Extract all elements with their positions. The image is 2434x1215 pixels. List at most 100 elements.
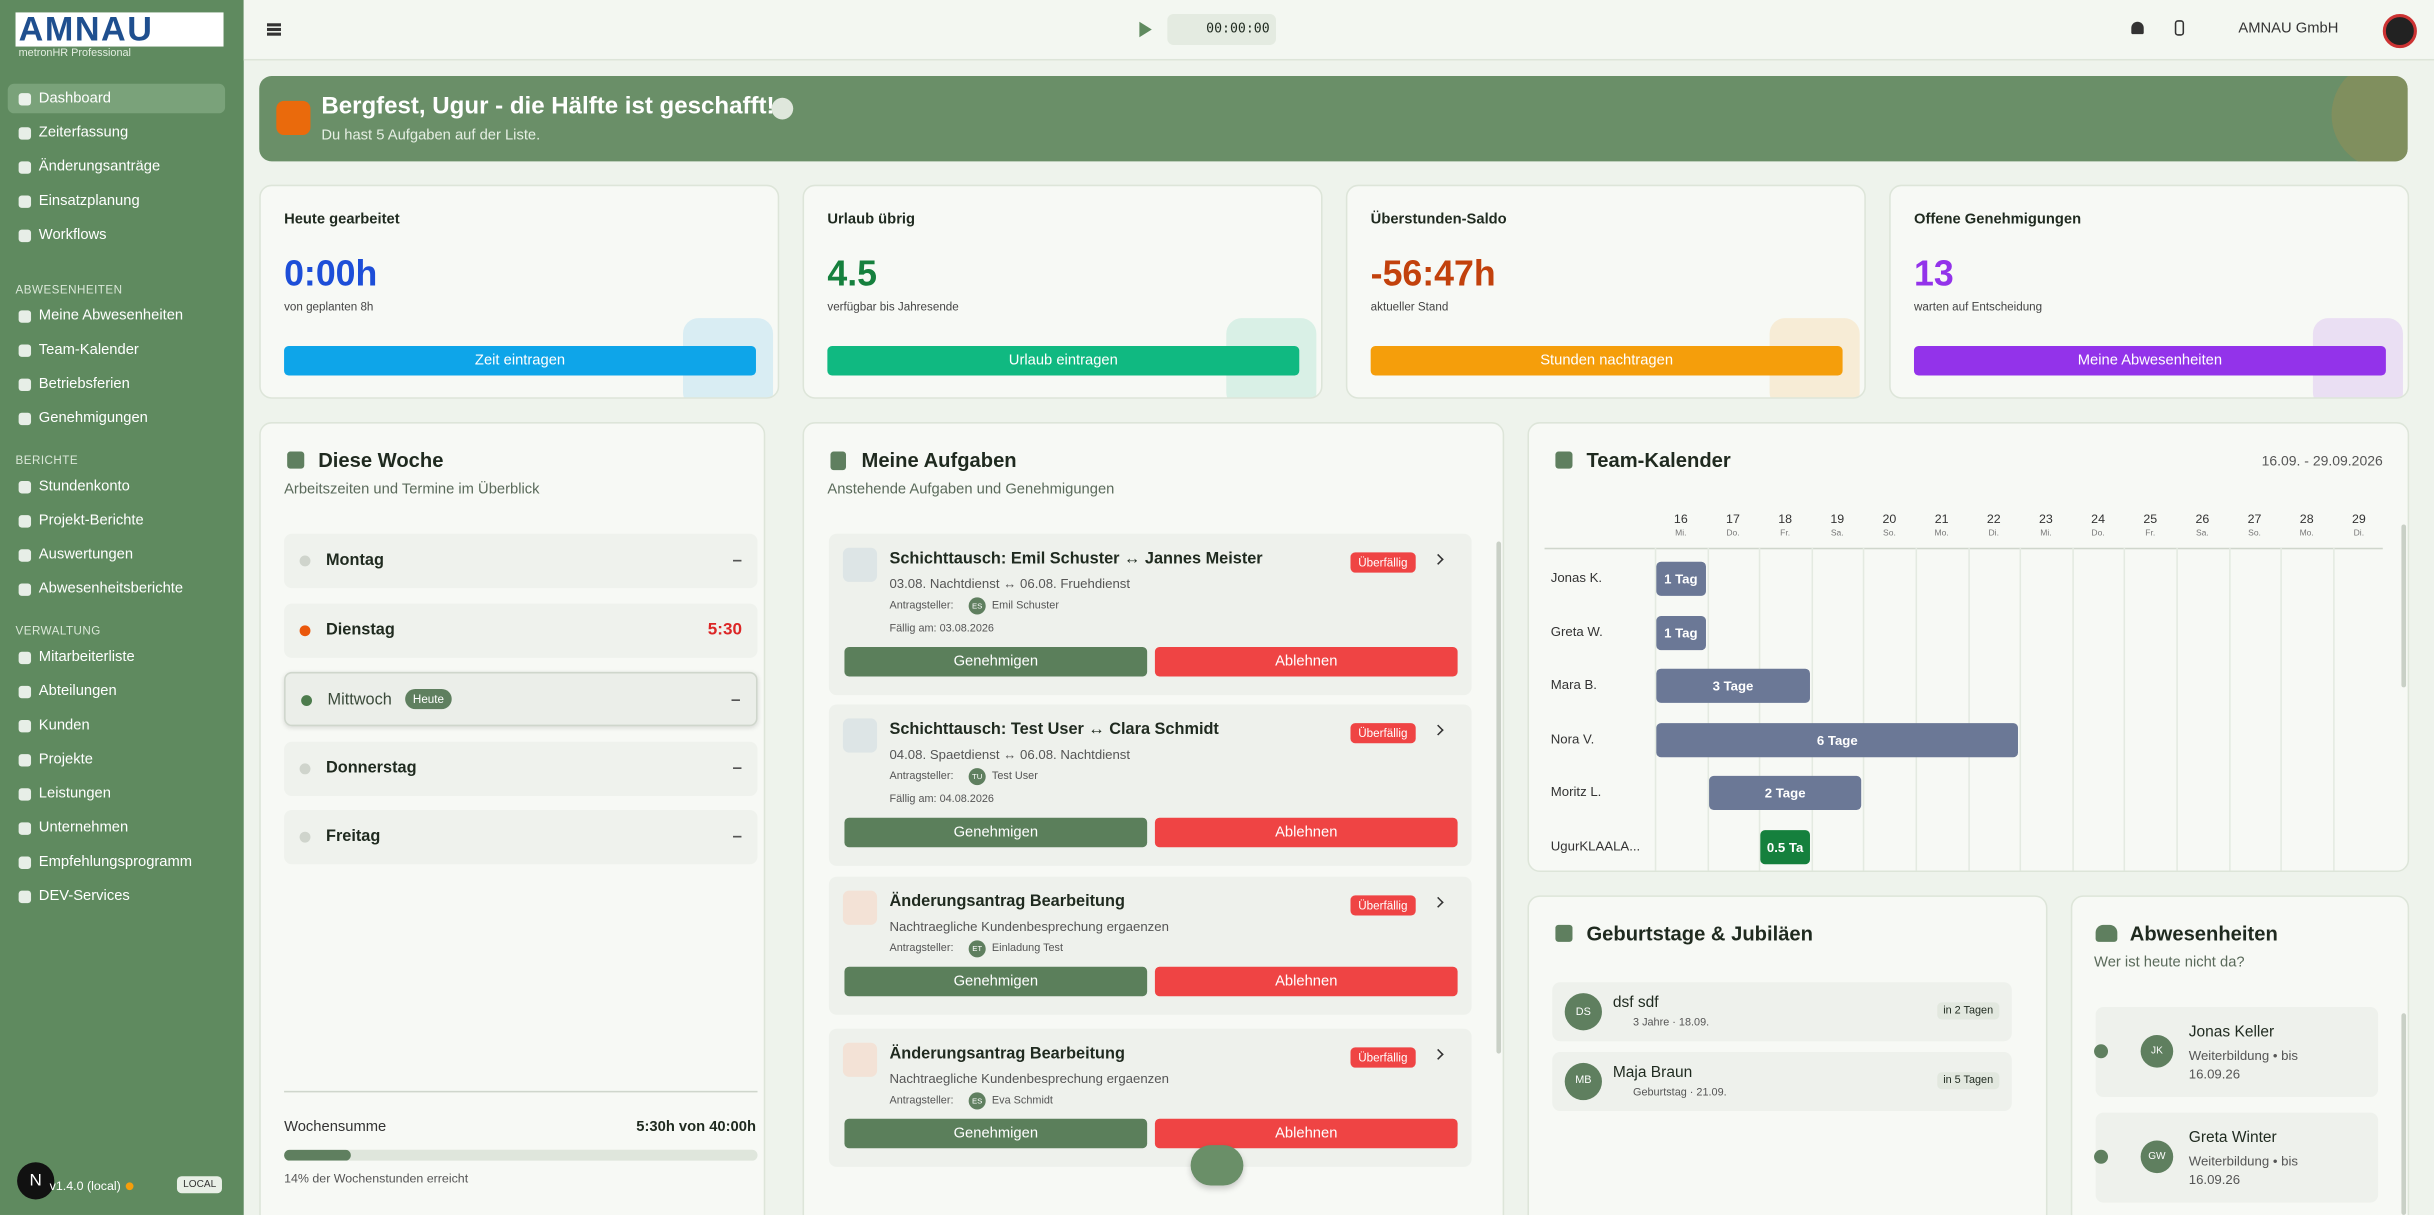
tasks-card: Meine Aufgaben Anstehende Aufgaben und Ge…	[802, 422, 1505, 1215]
row-name: Jonas K.	[1550, 569, 1603, 585]
day-dot	[299, 624, 311, 636]
weekday: Di.	[1988, 529, 1999, 539]
stat-button[interactable]: Meine Abwesenheiten	[1913, 346, 2386, 376]
nav-item[interactable]: Abteilungen	[8, 677, 225, 706]
nav-item[interactable]: Meine Abwesenheiten	[8, 301, 225, 330]
grid-line	[1915, 547, 1918, 871]
play-button[interactable]	[1139, 21, 1152, 38]
nav-item[interactable]: Kunden	[8, 711, 225, 740]
nav-item[interactable]: Änderungsanträge	[8, 152, 225, 181]
sum-label: Wochensumme	[284, 1118, 387, 1136]
help[interactable]	[771, 97, 794, 120]
approve-button[interactable]: Genehmigen	[844, 1118, 1148, 1149]
day-number: 25	[2143, 512, 2158, 527]
nav-item[interactable]: Genehmigungen	[8, 403, 225, 432]
birthday: DS dsf sdf 3 Jahre · 18.09. in 2 Tagen	[1552, 982, 2012, 1042]
nav-item[interactable]: Stundenkonto	[8, 472, 225, 501]
scrollbar	[1496, 541, 1502, 1054]
row-name: Greta W.	[1550, 623, 1603, 639]
stat-card: Offene Genehmigungen 13 warten auf Entsche…	[1889, 184, 2410, 399]
nav-item[interactable]: Leistungen	[8, 779, 225, 808]
day-number: 24	[2091, 512, 2105, 527]
due: Fällig am: 03.08.2026	[889, 623, 994, 635]
chevron[interactable]	[1432, 1048, 1444, 1060]
approve-button[interactable]: Genehmigen	[844, 966, 1148, 997]
menu-button[interactable]	[266, 23, 281, 26]
day-name: Mittwoch	[327, 690, 392, 710]
due: Fällig am: 04.08.2026	[889, 794, 994, 806]
weekday: Do.	[2091, 529, 2105, 539]
chevron[interactable]	[1432, 553, 1444, 565]
reject-button[interactable]: Ablehnen	[1154, 817, 1458, 848]
requester-label: Antragsteller:	[889, 771, 954, 783]
version: v1.4.0 (local)	[49, 1179, 121, 1194]
day-dot	[299, 762, 311, 774]
mobile[interactable]	[2174, 20, 2185, 36]
chevron[interactable]	[1432, 724, 1444, 736]
nav-item[interactable]: Empfehlungsprogramm	[8, 847, 225, 876]
status-dot	[125, 1182, 134, 1191]
stat-sub: aktueller Stand	[1370, 299, 1449, 314]
birthday-title: Geburtstage & Jubiläen	[1586, 921, 1813, 945]
stat-button[interactable]: Stunden nachtragen	[1370, 346, 1843, 376]
requester-label: Antragsteller:	[889, 600, 954, 612]
weekday: Do.	[1726, 529, 1740, 539]
stat-label: Überstunden-Saldo	[1370, 211, 1507, 229]
grid-line	[2072, 547, 2074, 871]
header-line	[1544, 547, 2383, 550]
nav-item[interactable]: Projekte	[8, 745, 225, 774]
approve-button[interactable]: Genehmigen	[844, 647, 1148, 677]
day-value: –	[730, 690, 741, 710]
nav-item[interactable]: Unternehmen	[8, 813, 225, 842]
user-avatar[interactable]: N	[17, 1162, 55, 1200]
task: Änderungsantrag Bearbeitung Überfällig Nac…	[828, 1028, 1472, 1167]
nav-item[interactable]: Projekt-Berichte	[8, 506, 225, 535]
overdue-badge: Überfällig	[1350, 552, 1416, 573]
company[interactable]: AMNAU GmbH	[2238, 20, 2339, 38]
weekday: Mo.	[1934, 529, 1949, 539]
absences-subtitle: Wer ist heute nicht da?	[2094, 954, 2245, 972]
task-title: Schichttausch: Emil Schuster ↔ Jannes Me…	[889, 549, 1263, 568]
absences-card: Abwesenheiten Wer ist heute nicht da? JK Jo…	[2070, 895, 2410, 1215]
day-name: Dienstag	[325, 619, 395, 639]
nav-item[interactable]: Abwesenheitsberichte	[8, 574, 225, 603]
tasks-title: Meine Aufgaben	[861, 448, 1017, 472]
nav-item[interactable]: Workflows	[8, 220, 225, 249]
weekday: Fr.	[2145, 529, 2156, 539]
chevron[interactable]	[1432, 896, 1444, 908]
tasks-subtitle: Anstehende Aufgaben und Genehmigungen	[827, 481, 1115, 499]
row-name: Mara B.	[1550, 676, 1597, 693]
requester: Eva Schmidt	[991, 1095, 1053, 1107]
avatar: MB	[1564, 1062, 1602, 1100]
name: Maja Braun	[1612, 1063, 1693, 1081]
reject-button[interactable]: Ablehnen	[1154, 647, 1458, 677]
nav-item[interactable]: Zeiterfassung	[8, 118, 225, 147]
name: Greta Winter	[2188, 1129, 2277, 1147]
sidebar: AMNAU metronHR Professional Dashboard Zei…	[0, 0, 244, 1215]
reject-button[interactable]: Ablehnen	[1154, 966, 1458, 997]
nav-item[interactable]: Betriebsferien	[8, 369, 225, 398]
icon	[287, 451, 305, 469]
approve-button[interactable]: Genehmigen	[844, 817, 1148, 848]
profile[interactable]	[2382, 13, 2417, 49]
task-detail: Nachtraegliche Kundenbesprechung ergaenz…	[889, 918, 1169, 935]
notifications[interactable]	[2131, 21, 2144, 35]
absence-bar: 2 Tage	[1708, 776, 1862, 811]
nav-item[interactable]: Dashboard	[7, 83, 226, 114]
grid-line	[1759, 547, 1761, 871]
nav-item[interactable]: Auswertungen	[8, 540, 225, 569]
banner-title: Bergfest, Ugur - die Hälfte ist geschaff…	[321, 93, 775, 120]
day-name: Donnerstag	[325, 758, 417, 777]
nav-item[interactable]: Mitarbeiterliste	[8, 642, 225, 671]
scrollbar	[2401, 524, 2407, 688]
stat-button[interactable]: Urlaub eintragen	[827, 346, 1300, 376]
reject-button[interactable]: Ablehnen	[1154, 1118, 1458, 1149]
grid-line	[2124, 547, 2126, 871]
stat-label: Heute gearbeitet	[284, 211, 400, 229]
nav-item[interactable]: Einsatzplanung	[8, 186, 225, 215]
nav-item[interactable]: DEV-Services	[8, 881, 225, 910]
edit-fab[interactable]	[1190, 1145, 1244, 1186]
nav-item[interactable]: Team-Kalender	[8, 335, 225, 364]
stat-button[interactable]: Zeit eintragen	[284, 346, 756, 376]
